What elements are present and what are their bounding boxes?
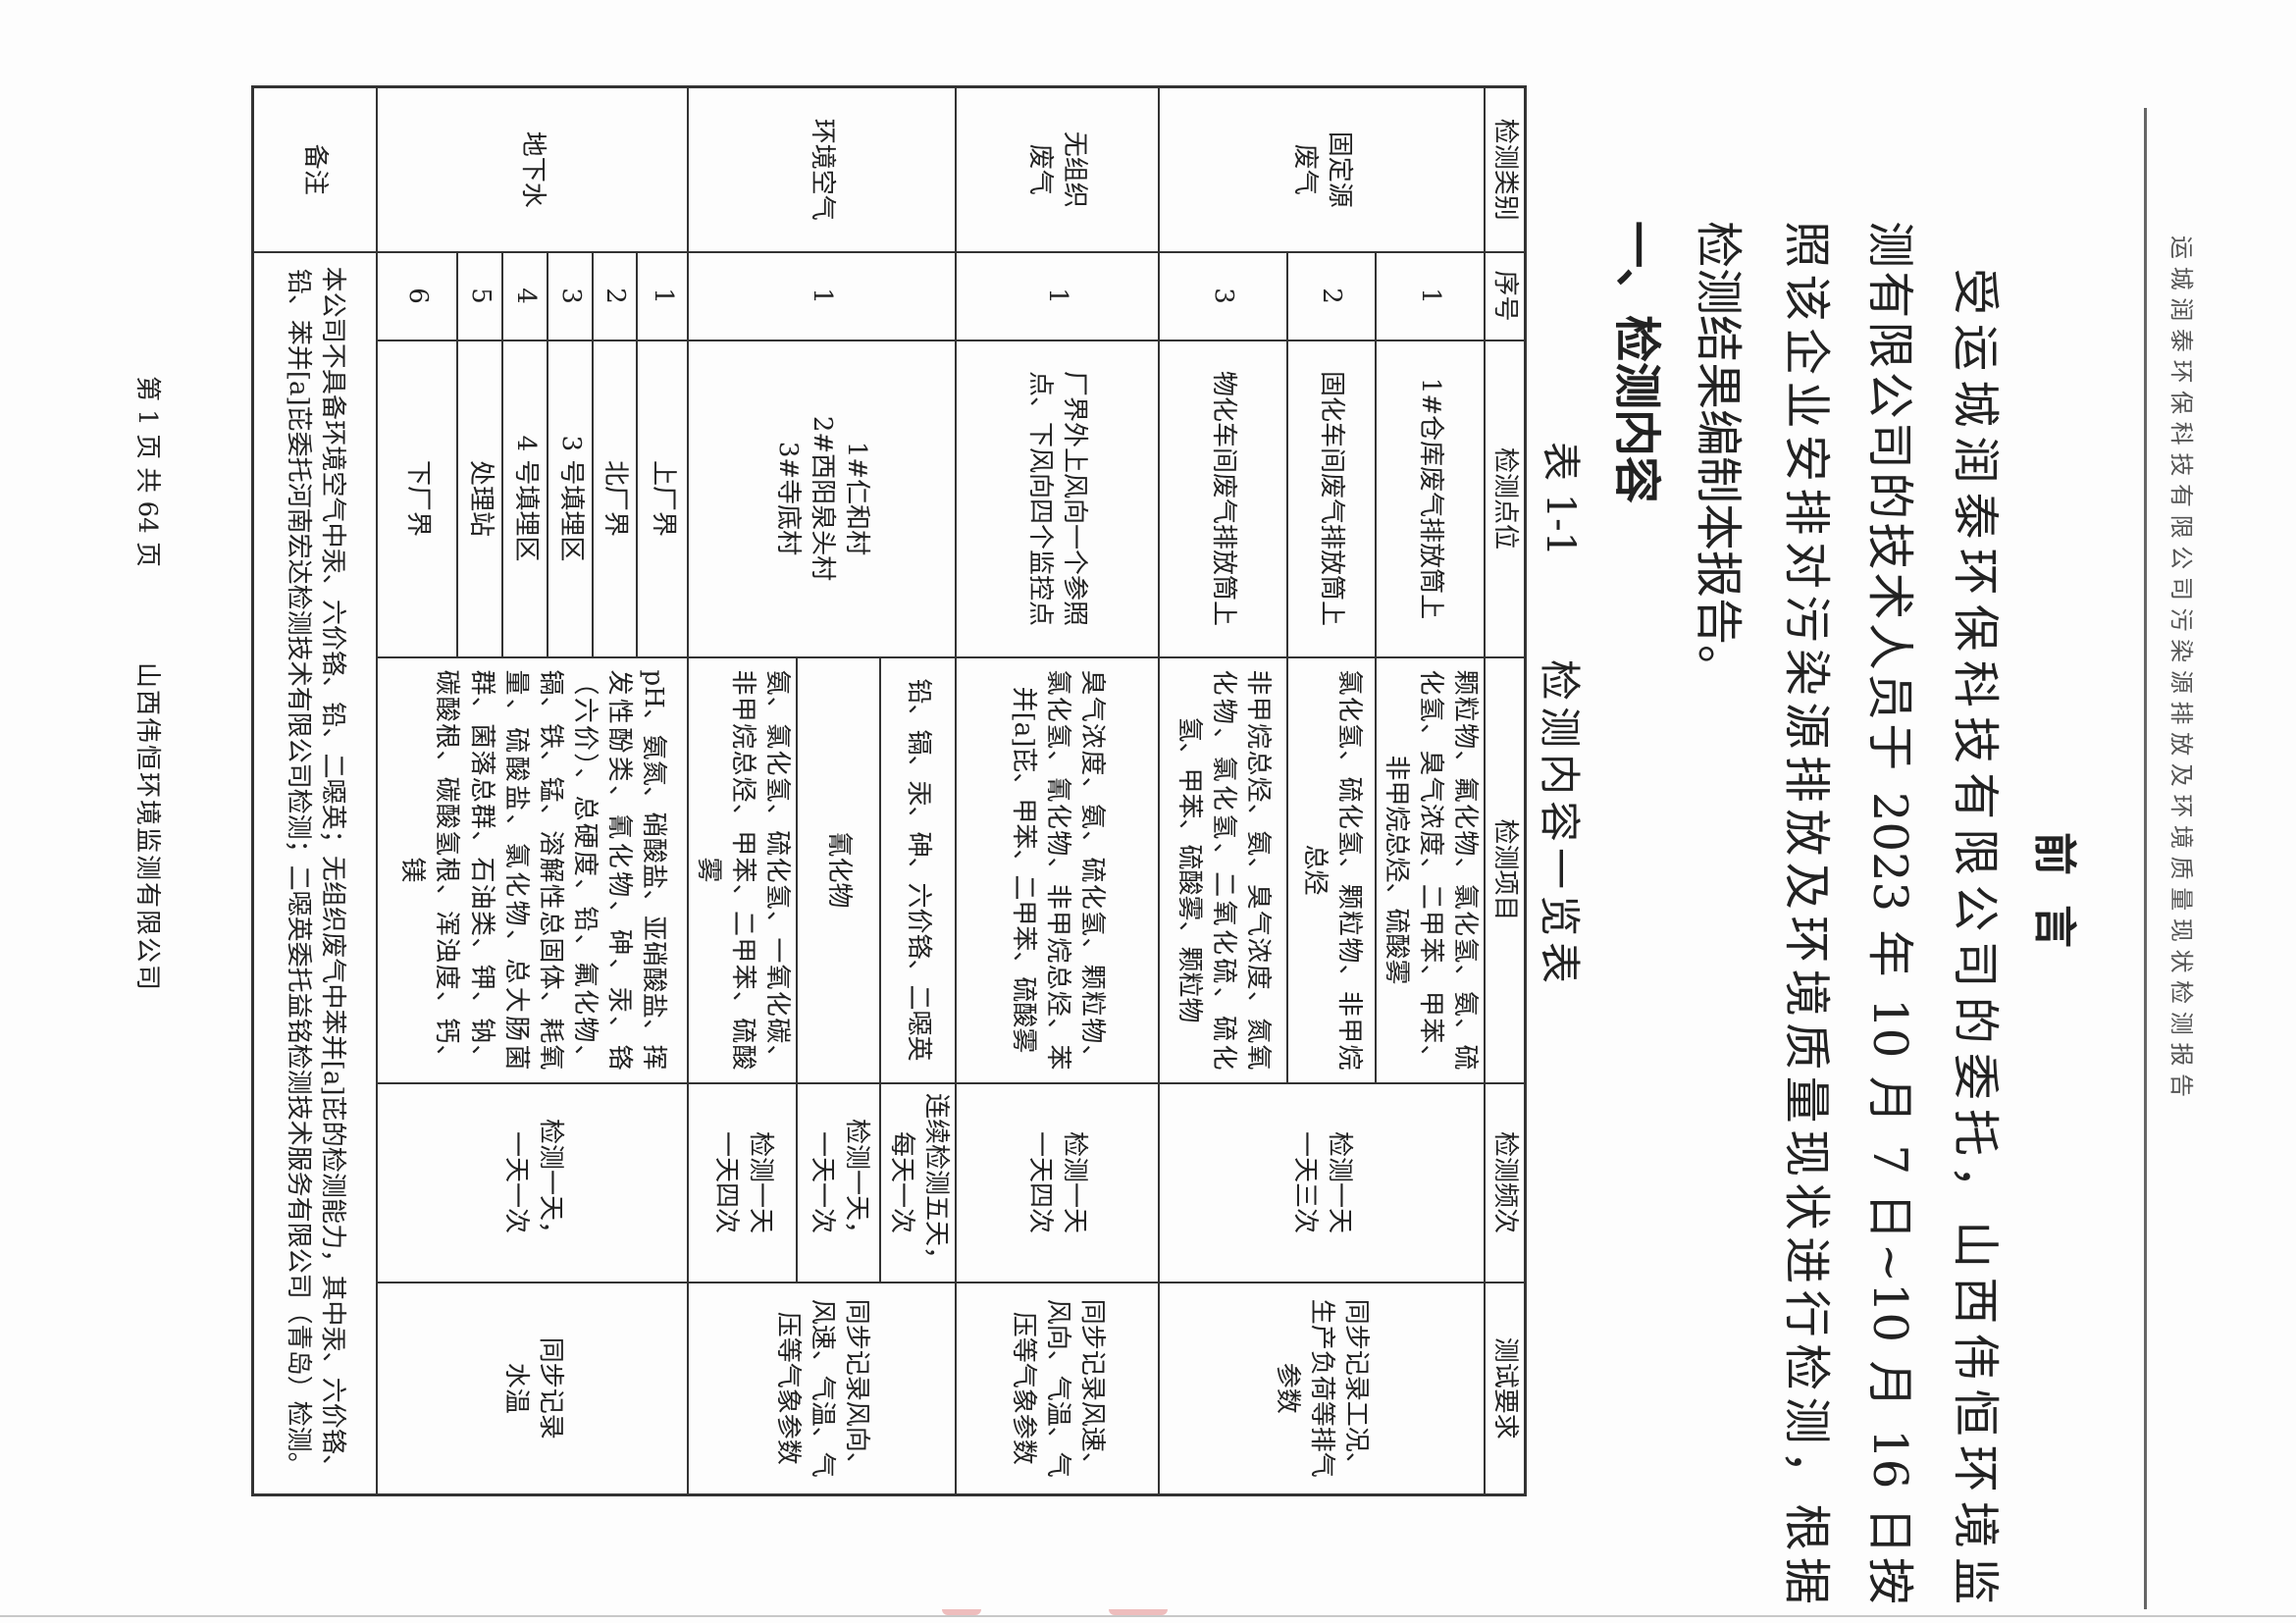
items-cell: 非甲烷总烃、氨、臭气浓度、氮氧化物、氯化氢、二氧化硫、硫化氢、甲苯、硫酸雾、颗粒… [1158, 656, 1287, 1083]
header-items: 检测项目 [1484, 656, 1526, 1083]
no-cell: 1 [637, 251, 689, 340]
point-cell: 1#仓库废气排放筒上 [1375, 340, 1485, 657]
intro-line-2: 测有限公司的技术人员于 2023 年 10 月 7 日~10 月 16 日按 [1862, 221, 1917, 1604]
point-cell: 上厂界 [637, 340, 689, 657]
intro-line-1: 受运城润泰环保科技有限公司的委托，山西伟恒环境监 [1948, 268, 2003, 1604]
no-cell: 6 [377, 251, 458, 340]
items-cell: 氰化物 [797, 656, 881, 1083]
category-cell: 无组织 废气 [955, 86, 1159, 252]
no-cell: 5 [457, 251, 503, 340]
header-category: 检测类别 [1484, 86, 1526, 252]
scan-edge-line [0, 1615, 2296, 1617]
point-cell: 1#仁和村 2#西阳泉头村 3#寺底村 [688, 340, 956, 657]
point-cell: 4 号填埋区 [502, 340, 548, 657]
monitoring-content-table: 检测类别 序号 检测点位 检测项目 检测频次 测试要求 固定源 废气 1 1#仓… [250, 85, 1527, 1496]
frequency-cell: 检测一天 一天四次 [688, 1082, 798, 1283]
point-cell: 下厂界 [377, 340, 458, 657]
point-cell: 固化车间废气排放筒上 [1286, 340, 1376, 657]
items-cell: 铅、镉、汞、砷、六价铬、二噁英 [880, 656, 956, 1083]
no-cell: 2 [593, 251, 638, 340]
requirement-cell: 同步记录风向、风速、气温、气压等气象参数 [688, 1282, 956, 1495]
page-number: 第 1 页 共 64 页 [132, 376, 162, 567]
no-cell: 2 [1286, 251, 1376, 340]
no-cell: 3 [548, 251, 594, 340]
page-title: 前言 [2029, 832, 2079, 977]
section-heading: 一、检测内容 [1609, 221, 1664, 504]
point-cell: 厂界外上风向一个参照点、下风向四个监控点 [955, 340, 1159, 657]
frequency-cell: 检测一天 一天四次 [955, 1082, 1159, 1283]
header-requirement: 测试要求 [1484, 1282, 1526, 1495]
items-cell: 臭气浓度、氨、硫化氢、颗粒物、氯化氢、氰化物、非甲烷总烃、苯并[a]芘、甲苯、二… [955, 656, 1159, 1083]
running-header: 运城润泰环保科技有限公司污染源排放及环境质量现状检测报告 [2167, 236, 2195, 1097]
point-cell: 物化车间废气排放筒上 [1158, 340, 1287, 657]
items-cell: 颗粒物、氟化物、氯化氢、氨、硫化氢、臭气浓度、二甲苯、甲苯、非甲烷总烃、硫酸雾 [1375, 656, 1485, 1083]
category-cell: 环境空气 [688, 86, 956, 252]
requirement-cell: 同步记录工况、生产负荷等排气参数 [1158, 1282, 1485, 1495]
frequency-cell: 检测一天， 一天一次 [377, 1082, 689, 1283]
category-cell: 固定源 废气 [1158, 86, 1485, 252]
no-cell: 1 [688, 251, 956, 340]
point-cell: 处理站 [457, 340, 503, 657]
header-divider [2144, 108, 2147, 1609]
table-caption: 检测内容一览表 [1536, 659, 1584, 990]
items-cell: 氯化氢、硫化氢、颗粒物、非甲烷总烃 [1286, 656, 1376, 1083]
point-cell: 北厂界 [593, 340, 638, 657]
header-point: 检测点位 [1484, 340, 1526, 657]
category-cell: 地下水 [377, 86, 689, 252]
frequency-cell: 检测一天， 一天一次 [797, 1082, 881, 1283]
table-row: 无组织 废气 1 厂界外上风向一个参照点、下风向四个监控点 臭气浓度、氨、硫化氢… [955, 86, 1159, 1495]
no-cell: 3 [1158, 251, 1287, 340]
footer-company: 山西伟恒环境监测有限公司 [132, 662, 162, 993]
intro-line-4: 检测结果编制本报告。 [1691, 221, 1746, 693]
table-row: 固定源 废气 1 1#仓库废气排放筒上 颗粒物、氟化物、氯化氢、氨、硫化氢、臭气… [1158, 86, 1485, 1495]
stamp-fragment-icon [1109, 1570, 1168, 1615]
table-row: 环境空气 1 1#仁和村 2#西阳泉头村 3#寺底村 铅、镉、汞、砷、六价铬、二… [688, 86, 956, 1495]
frequency-cell: 检测一天 一天三次 [1158, 1082, 1485, 1283]
items-cell: pH、氨氮、硝酸盐、亚硝酸盐、挥发性酚类、氰化物、砷、汞、铬（六价）、总硬度、铅… [377, 656, 689, 1083]
no-cell: 4 [502, 251, 548, 340]
requirement-cell: 同步记录 水温 [377, 1282, 689, 1495]
requirement-cell: 同步记录风速、风向、气温、气压等气象参数 [955, 1282, 1159, 1495]
table-number: 表 1-1 [1538, 442, 1583, 557]
stamp-fragment-icon [942, 1570, 981, 1615]
remark-text: 本公司不具备环境空气中汞、六价铬、铅、二噁英；无组织废气中苯并[a]芘的检测能力… [252, 251, 378, 1495]
remark-row: 备注 本公司不具备环境空气中汞、六价铬、铅、二噁英；无组织废气中苯并[a]芘的检… [252, 86, 378, 1495]
intro-line-3: 照该企业安排对污染源排放及环境质量现状进行检测，根据 [1779, 221, 1834, 1604]
table-header-row: 检测类别 序号 检测点位 检测项目 检测频次 测试要求 [1484, 86, 1526, 1495]
table-row: 地下水 1 上厂界 pH、氨氮、硝酸盐、亚硝酸盐、挥发性酚类、氰化物、砷、汞、铬… [377, 86, 689, 1495]
remark-label: 备注 [252, 86, 378, 252]
point-cell: 3 号填埋区 [548, 340, 594, 657]
header-no: 序号 [1484, 251, 1526, 340]
header-frequency: 检测频次 [1484, 1082, 1526, 1283]
items-cell: 氨、氯化氢、硫化氢、一氧化碳、非甲烷总烃、甲苯、二甲苯、硫酸雾 [688, 656, 798, 1083]
no-cell: 1 [955, 251, 1159, 340]
no-cell: 1 [1375, 251, 1485, 340]
frequency-cell: 连续检测五天，每天一次 [880, 1082, 956, 1283]
